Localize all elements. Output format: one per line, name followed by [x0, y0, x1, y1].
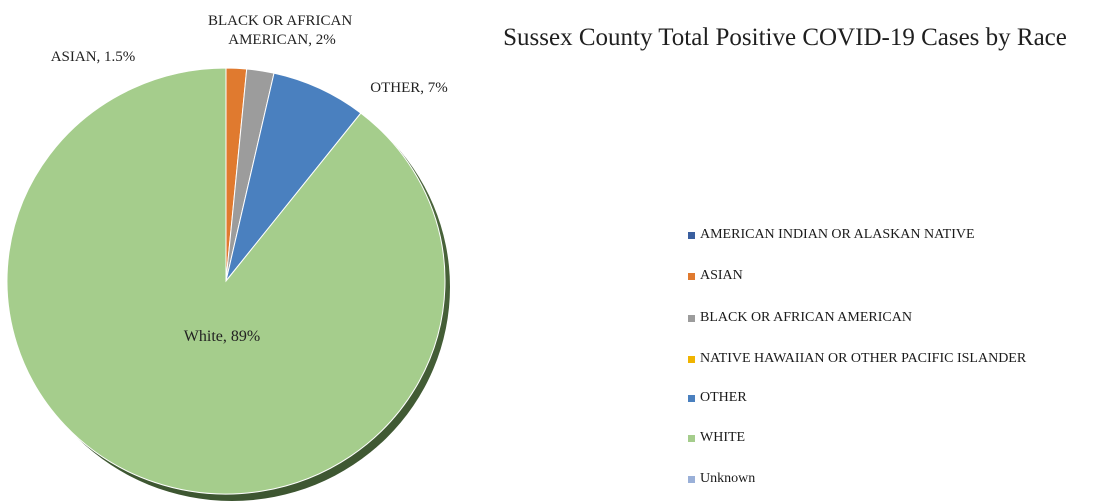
data-label-asian: ASIAN, 1.5%: [51, 49, 136, 65]
legend-item-white: WHITE: [688, 431, 745, 445]
legend-label: Unknown: [700, 471, 756, 486]
legend-item-asian: ASIAN: [688, 269, 743, 283]
data-label-white: White, 89%: [184, 328, 260, 345]
legend-swatch: [688, 395, 695, 402]
legend-swatch: [688, 315, 695, 322]
legend-swatch: [688, 356, 695, 363]
legend-label: AMERICAN INDIAN OR ALASKAN NATIVE: [700, 227, 975, 242]
legend-label: OTHER: [700, 390, 747, 405]
pie-chart: ASIAN, 1.5% BLACK OR AFRICAN AMERICAN, 2…: [6, 13, 450, 501]
legend-item-other: OTHER: [688, 391, 747, 405]
legend-swatch: [688, 232, 695, 239]
legend-label: BLACK OR AFRICAN AMERICAN: [700, 310, 912, 325]
data-label-black: BLACK OR AFRICAN AMERICAN, 2%: [208, 13, 356, 48]
legend-swatch: [688, 273, 695, 280]
legend-item-black-or-african-american: BLACK OR AFRICAN AMERICAN: [688, 311, 912, 325]
legend-label: WHITE: [700, 430, 746, 445]
legend-label: NATIVE HAWAIIAN OR OTHER PACIFIC ISLANDE…: [700, 351, 1027, 366]
legend-label: ASIAN: [700, 268, 743, 283]
pie-slices: [6, 67, 446, 495]
legend-swatch: [688, 435, 695, 442]
legend-item-native-hawaiian-or-other-pacific-islander: NATIVE HAWAIIAN OR OTHER PACIFIC ISLANDE…: [688, 352, 1026, 366]
pie-slice-white: [6, 67, 446, 495]
data-label-black-line2: AMERICAN, 2%: [228, 32, 336, 48]
legend-item-unknown: Unknown: [688, 472, 755, 486]
legend-item-american-indian-or-alaskan-native: AMERICAN INDIAN OR ALASKAN NATIVE: [688, 228, 975, 242]
legend-swatch: [688, 476, 695, 483]
slice-highlight: [6, 67, 446, 495]
chart-title: Sussex County Total Positive COVID-19 Ca…: [503, 24, 1067, 51]
data-label-other: OTHER, 7%: [370, 80, 448, 96]
data-label-black-line1: BLACK OR AFRICAN: [208, 13, 352, 29]
